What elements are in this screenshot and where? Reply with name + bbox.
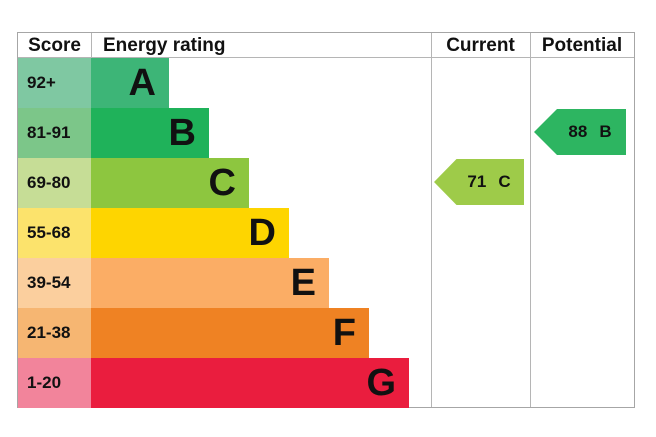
rating-band-bar: A — [91, 58, 169, 108]
rating-row: 55-68 D — [18, 208, 634, 258]
column-divider — [91, 33, 92, 57]
rating-row: 92+ A — [18, 58, 634, 108]
current-rating-arrow: 71 C — [434, 159, 524, 205]
score-header: Score — [28, 35, 81, 56]
rating-band-bar: D — [91, 208, 289, 258]
epc-table: Score Energy rating Current Potential 92… — [17, 32, 635, 408]
score-range-cell: 1-20 — [18, 358, 91, 408]
rating-band-bar: G — [91, 358, 409, 408]
current-header: Current — [446, 35, 515, 56]
rating-row: 39-54 E — [18, 258, 634, 308]
potential-rating-letter: B — [599, 122, 612, 141]
potential-score-value: 88 — [568, 122, 588, 141]
current-rating-letter: C — [498, 172, 511, 191]
column-divider — [530, 33, 531, 407]
rating-band-bar: C — [91, 158, 249, 208]
band-letter: F — [332, 312, 356, 354]
energy-rating-header: Energy rating — [103, 35, 226, 56]
score-range-cell: 55-68 — [18, 208, 91, 258]
rating-row: 21-38 F — [18, 308, 634, 358]
rating-row: 81-91 B — [18, 108, 634, 158]
band-letter: D — [248, 212, 276, 254]
column-divider — [431, 33, 432, 407]
score-range-cell: 92+ — [18, 58, 91, 108]
rating-row: 1-20 G — [18, 358, 634, 408]
rating-band-bar: B — [91, 108, 209, 158]
band-letter: C — [208, 162, 236, 204]
score-range-cell: 81-91 — [18, 108, 91, 158]
rating-band-bar: F — [91, 308, 369, 358]
score-range-cell: 39-54 — [18, 258, 91, 308]
band-letter: E — [290, 262, 316, 304]
rating-row: 69-80 C — [18, 158, 634, 208]
current-score-value: 71 — [467, 172, 487, 191]
score-range-cell: 69-80 — [18, 158, 91, 208]
rating-band-bar: E — [91, 258, 329, 308]
band-letter: G — [366, 362, 396, 404]
band-letter: A — [128, 62, 156, 104]
header-row: Score Energy rating Current Potential — [18, 33, 634, 58]
score-range-cell: 21-38 — [18, 308, 91, 358]
rating-rows: 92+ A 81-91 B 69-80 C 55-68 D 39-54 E 21… — [18, 58, 634, 408]
band-letter: B — [168, 112, 196, 154]
potential-header: Potential — [541, 35, 623, 56]
